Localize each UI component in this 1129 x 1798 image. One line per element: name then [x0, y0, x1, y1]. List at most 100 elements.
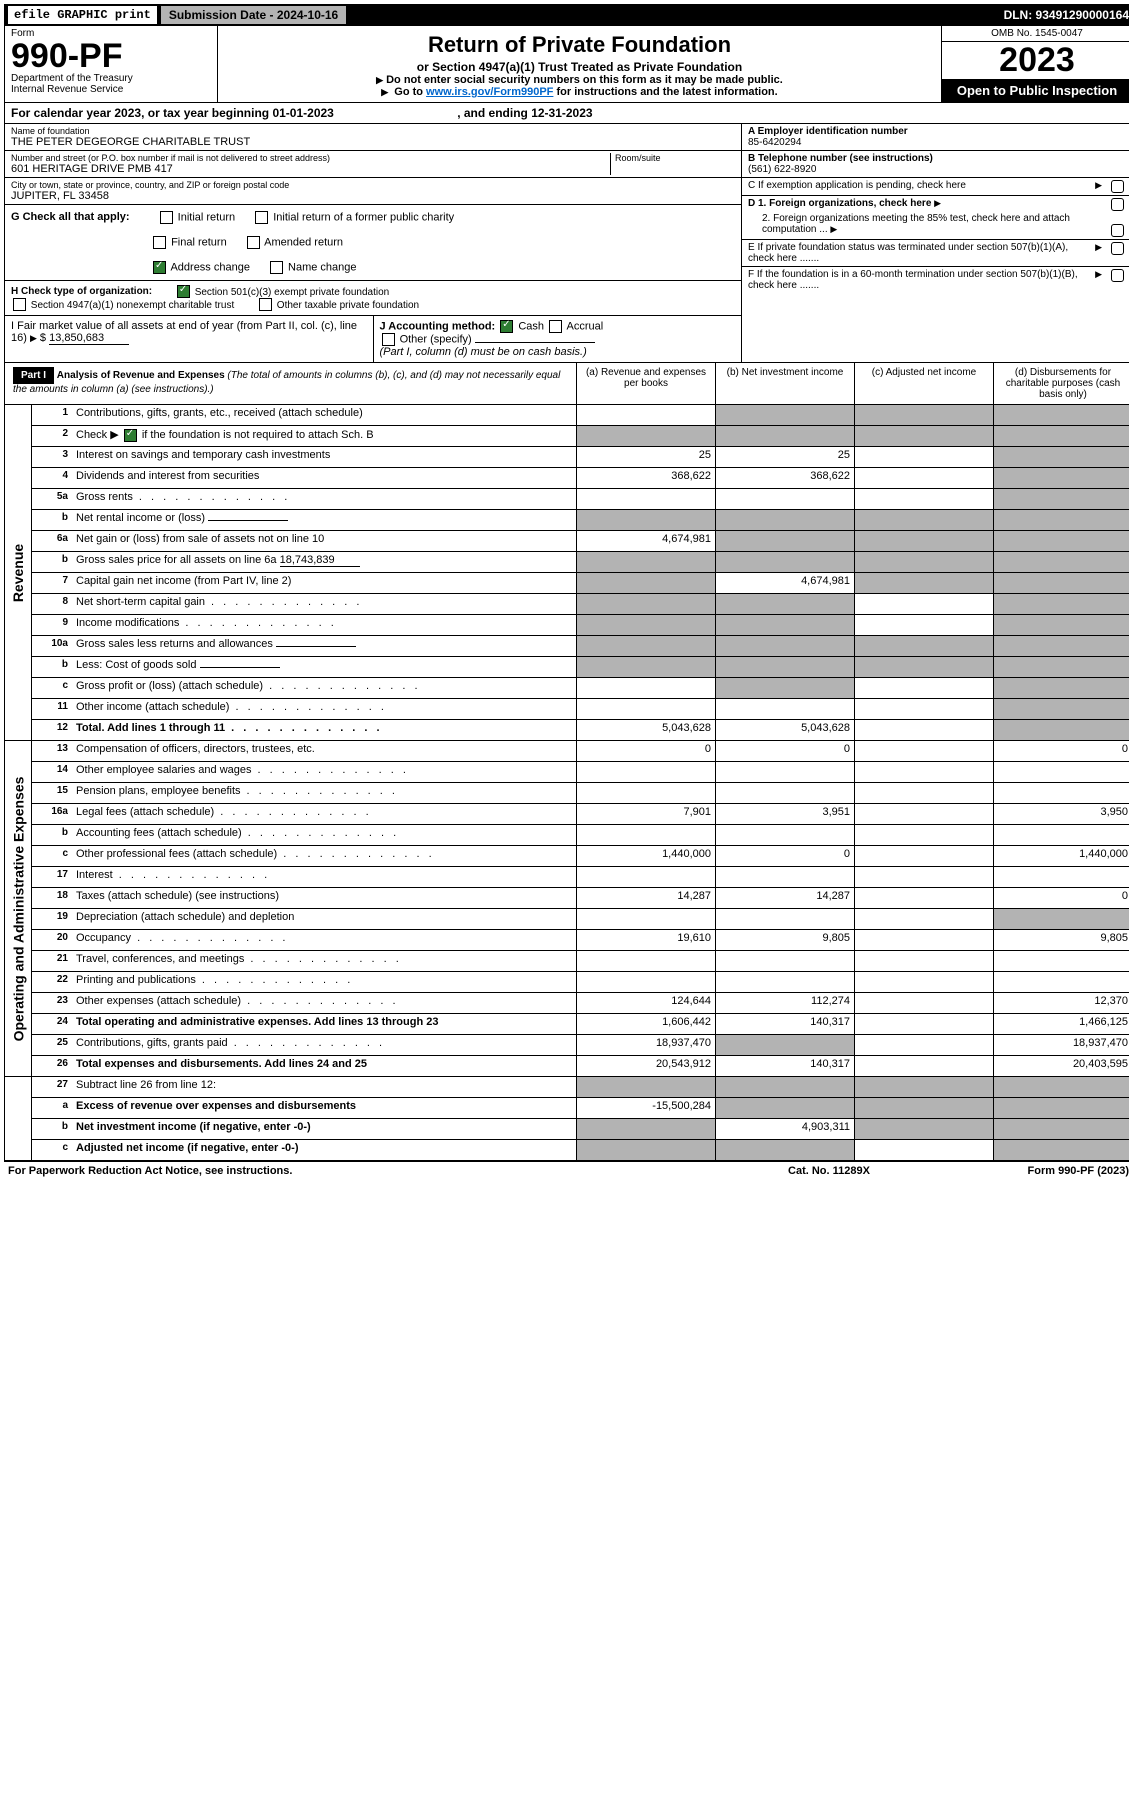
table-row: 8Net short-term capital gain	[32, 593, 1129, 614]
form-header: Form 990-PF Department of the Treasury I…	[4, 26, 1129, 103]
header-left: Form 990-PF Department of the Treasury I…	[5, 26, 218, 102]
dept-irs: Internal Revenue Service	[11, 84, 211, 95]
table-row: 18Taxes (attach schedule) (see instructi…	[32, 887, 1129, 908]
address-cell: Number and street (or P.O. box number if…	[5, 151, 741, 178]
part1-header-row: Part I Analysis of Revenue and Expenses …	[4, 363, 1129, 405]
table-row: 26Total expenses and disbursements. Add …	[32, 1055, 1129, 1076]
col-a-header: (a) Revenue and expenses per books	[576, 363, 715, 404]
revenue-section: Revenue 1Contributions, gifts, grants, e…	[4, 405, 1129, 741]
tax-year-end: 12-31-2023	[531, 106, 592, 120]
checkbox-amended-return[interactable]	[247, 236, 260, 249]
checkbox-4947[interactable]	[13, 298, 26, 311]
dln: DLN: 93491290000164	[1004, 8, 1129, 22]
section-f: F If the foundation is in a 60-month ter…	[742, 267, 1129, 363]
table-row: bLess: Cost of goods sold	[32, 656, 1129, 677]
table-row: 22Printing and publications	[32, 971, 1129, 992]
checkbox-exemption-pending[interactable]	[1111, 180, 1124, 193]
section-g: G Check all that apply: Initial return I…	[5, 205, 741, 281]
table-row: 6aNet gain or (loss) from sale of assets…	[32, 530, 1129, 551]
checkbox-other-method[interactable]	[382, 333, 395, 346]
entity-right: A Employer identification number 85-6420…	[741, 124, 1129, 363]
city-cell: City or town, state or province, country…	[5, 178, 741, 205]
gross-sales-price: 18,743,839	[280, 554, 360, 567]
checkbox-status-terminated[interactable]	[1111, 242, 1124, 255]
checkbox-sch-b[interactable]	[124, 429, 137, 442]
expenses-section: Operating and Administrative Expenses 13…	[4, 741, 1129, 1077]
table-row: 23Other expenses (attach schedule)124,64…	[32, 992, 1129, 1013]
checkbox-address-change[interactable]	[153, 261, 166, 274]
form-footer-label: Form 990-PF (2023)	[929, 1165, 1129, 1177]
table-row: aExcess of revenue over expenses and dis…	[32, 1097, 1129, 1118]
table-row: cGross profit or (loss) (attach schedule…	[32, 677, 1129, 698]
checkbox-other-taxable[interactable]	[259, 298, 272, 311]
form-number: 990-PF	[11, 39, 211, 73]
checkbox-initial-return[interactable]	[160, 211, 173, 224]
table-row: bNet investment income (if negative, ent…	[32, 1118, 1129, 1139]
table-row: 16aLegal fees (attach schedule)7,9013,95…	[32, 803, 1129, 824]
table-row: 12Total. Add lines 1 through 115,043,628…	[32, 719, 1129, 740]
checkbox-accrual[interactable]	[549, 320, 562, 333]
table-row: 19Depreciation (attach schedule) and dep…	[32, 908, 1129, 929]
table-row: bGross sales price for all assets on lin…	[32, 551, 1129, 572]
table-row: 5aGross rents	[32, 488, 1129, 509]
section-c: C If exemption application is pending, c…	[742, 178, 1129, 196]
entity-info: Name of foundation THE PETER DEGEORGE CH…	[4, 124, 1129, 363]
col-b-header: (b) Net investment income	[715, 363, 854, 404]
table-row: 21Travel, conferences, and meetings	[32, 950, 1129, 971]
calendar-year-row: For calendar year 2023, or tax year begi…	[4, 103, 1129, 124]
part1-title: Part I Analysis of Revenue and Expenses …	[5, 363, 576, 404]
table-row: bAccounting fees (attach schedule)	[32, 824, 1129, 845]
entity-left: Name of foundation THE PETER DEGEORGE CH…	[5, 124, 741, 363]
table-row: 15Pension plans, employee benefits	[32, 782, 1129, 803]
table-row: 17Interest	[32, 866, 1129, 887]
table-row: 3Interest on savings and temporary cash …	[32, 446, 1129, 467]
table-row: 27Subtract line 26 from line 12:	[32, 1077, 1129, 1097]
checkbox-cash[interactable]	[500, 320, 513, 333]
submission-date: Submission Date - 2024-10-16	[161, 6, 346, 24]
section-h: H Check type of organization: Section 50…	[5, 281, 741, 316]
efile-label: efile GRAPHIC print	[8, 6, 157, 24]
col-c-header: (c) Adjusted net income	[854, 363, 993, 404]
tax-year: 2023	[942, 42, 1129, 79]
table-row: 24Total operating and administrative exp…	[32, 1013, 1129, 1034]
fmv-assets: 13,850,683	[49, 332, 129, 345]
revenue-side-label: Revenue	[5, 405, 32, 740]
checkbox-initial-former[interactable]	[255, 211, 268, 224]
foundation-name: THE PETER DEGEORGE CHARITABLE TRUST	[11, 136, 735, 148]
form-instructions-link[interactable]: www.irs.gov/Form990PF	[426, 86, 553, 98]
col-d-header: (d) Disbursements for charitable purpose…	[993, 363, 1129, 404]
table-row: 9Income modifications	[32, 614, 1129, 635]
phone: (561) 622-8920	[748, 164, 1126, 175]
form-title: Return of Private Foundation	[222, 32, 937, 58]
form-subtitle: or Section 4947(a)(1) Trust Treated as P…	[222, 60, 937, 74]
checkbox-final-return[interactable]	[153, 236, 166, 249]
table-row: bNet rental income or (loss)	[32, 509, 1129, 530]
table-row: 1Contributions, gifts, grants, etc., rec…	[32, 405, 1129, 425]
section-e: E If private foundation status was termi…	[742, 240, 1129, 267]
table-row: cOther professional fees (attach schedul…	[32, 845, 1129, 866]
section-j: J Accounting method: Cash Accrual Other …	[373, 316, 742, 362]
table-row: 14Other employee salaries and wages	[32, 761, 1129, 782]
room-suite-label: Room/suite	[615, 153, 735, 163]
ein: 85-6420294	[748, 137, 1126, 148]
table-row: cAdjusted net income (if negative, enter…	[32, 1139, 1129, 1160]
table-row: 4Dividends and interest from securities3…	[32, 467, 1129, 488]
phone-cell: B Telephone number (see instructions) (5…	[742, 151, 1129, 178]
tax-year-begin: 01-01-2023	[272, 106, 333, 120]
table-row: 20Occupancy19,6109,8059,805	[32, 929, 1129, 950]
ein-cell: A Employer identification number 85-6420…	[742, 124, 1129, 151]
checkbox-60month-termination[interactable]	[1111, 269, 1124, 282]
city-state-zip: JUPITER, FL 33458	[11, 190, 735, 202]
expenses-side-label: Operating and Administrative Expenses	[5, 741, 32, 1076]
table-row: 7Capital gain net income (from Part IV, …	[32, 572, 1129, 593]
checkbox-501c3[interactable]	[177, 285, 190, 298]
line-27-section: 27Subtract line 26 from line 12: aExcess…	[4, 1077, 1129, 1161]
section-i-j: I Fair market value of all assets at end…	[5, 316, 741, 363]
omb-number: OMB No. 1545-0047	[942, 26, 1129, 42]
street-address: 601 HERITAGE DRIVE PMB 417	[11, 163, 610, 175]
checkbox-85pct-test[interactable]	[1111, 224, 1124, 237]
checkbox-foreign-org[interactable]	[1111, 198, 1124, 211]
arrow-icon	[381, 86, 391, 98]
note-link: Go to www.irs.gov/Form990PF for instruct…	[222, 86, 937, 98]
checkbox-name-change[interactable]	[270, 261, 283, 274]
